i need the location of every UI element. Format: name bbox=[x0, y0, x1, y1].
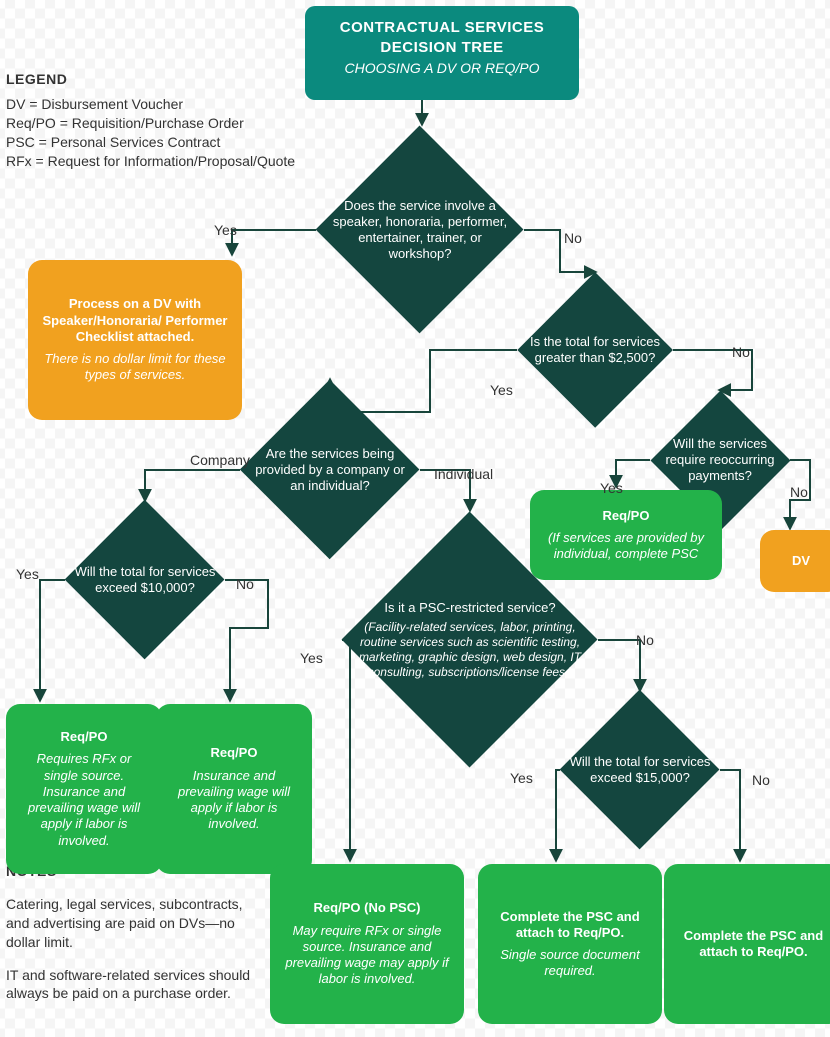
outcome-o4: Req/PO Requires RFx or single source. Ins… bbox=[6, 704, 162, 874]
edge-label-q6_no: No bbox=[636, 632, 654, 648]
outcome-o7: Complete the PSC and attach to Req/PO. Si… bbox=[478, 864, 662, 1024]
outcome-title: Complete the PSC and attach to Req/PO. bbox=[676, 928, 830, 961]
legend-line: Req/PO = Requisition/Purchase Order bbox=[6, 114, 295, 133]
decision-sub: (Facility-related services, labor, print… bbox=[355, 620, 585, 680]
legend-line: RFx = Request for Information/Proposal/Q… bbox=[6, 152, 295, 171]
notes-p2: IT and software-related services should … bbox=[6, 966, 256, 1004]
legend-panel: LEGEND DV = Disbursement VoucherReq/PO = … bbox=[6, 70, 295, 170]
edge-label-q4_no: No bbox=[790, 484, 808, 500]
outcome-title: Req/PO bbox=[211, 745, 258, 761]
outcome-title: DV bbox=[792, 553, 810, 569]
outcome-sub: May require RFx or single source. Insura… bbox=[282, 923, 452, 988]
edge-label-q2_no: No bbox=[732, 344, 750, 360]
outcome-sub: Single source document required. bbox=[490, 947, 650, 980]
outcome-o8: Complete the PSC and attach to Req/PO. bbox=[664, 864, 830, 1024]
edge bbox=[225, 580, 268, 700]
outcome-sub: Insurance and prevailing wage will apply… bbox=[168, 768, 300, 833]
edge-label-q5_no: No bbox=[236, 576, 254, 592]
outcome-o5: Req/PO Insurance and prevailing wage will… bbox=[156, 704, 312, 874]
decision-text: Will the services require reoccurring pa… bbox=[650, 430, 790, 491]
legend-heading: LEGEND bbox=[6, 70, 295, 89]
outcome-sub: Requires RFx or single source. Insurance… bbox=[18, 751, 150, 849]
outcome-o1: Process on a DV with Speaker/Honoraria/ … bbox=[28, 260, 242, 420]
header-subtitle: CHOOSING A DV OR REQ/PO bbox=[323, 59, 561, 77]
outcome-o6: Req/PO (No PSC) May require RFx or single… bbox=[270, 864, 464, 1024]
edge-label-q1_no: No bbox=[564, 230, 582, 246]
notes-panel: NOTESCatering, legal services, subcontra… bbox=[6, 862, 256, 1017]
decision-text: Is it a PSC-restricted service? (Facility… bbox=[349, 594, 591, 686]
edge bbox=[720, 770, 740, 860]
outcome-title: Process on a DV with Speaker/Honoraria/ … bbox=[40, 296, 230, 345]
decision-text: Are the services being provided by a com… bbox=[244, 440, 416, 501]
edge-label-q4_yes: Yes bbox=[600, 480, 623, 496]
outcome-title: Req/PO bbox=[61, 729, 108, 745]
decision-main: Is it a PSC-restricted service? bbox=[384, 600, 555, 615]
edge-label-q6_yes: Yes bbox=[300, 650, 323, 666]
decision-text: Will the total for services exceed $15,0… bbox=[560, 748, 720, 793]
header-title: CONTRACTUAL SERVICES DECISION TREE bbox=[323, 18, 561, 57]
edge-label-q1_yes: Yes bbox=[214, 222, 237, 238]
decision-q1: Does the service involve a speaker, hono… bbox=[316, 126, 524, 334]
outcome-title: Req/PO (No PSC) bbox=[314, 900, 421, 916]
decision-text: Does the service involve a speaker, hono… bbox=[322, 192, 519, 269]
notes-p1: Catering, legal services, subcontracts, … bbox=[6, 895, 256, 952]
legend-line: DV = Disbursement Voucher bbox=[6, 95, 295, 114]
decision-q5: Will the total for services exceed $10,0… bbox=[65, 500, 225, 660]
edge bbox=[598, 640, 640, 690]
decision-text: Will the total for services exceed $10,0… bbox=[65, 558, 225, 603]
edge bbox=[145, 470, 240, 500]
header-panel: CONTRACTUAL SERVICES DECISION TREE CHOOSI… bbox=[305, 6, 579, 100]
edge-label-q2_yes: Yes bbox=[490, 382, 513, 398]
edge-label-q5_yes: Yes bbox=[16, 566, 39, 582]
edge-label-q3_ind: Individual bbox=[434, 466, 493, 482]
legend-line: PSC = Personal Services Contract bbox=[6, 133, 295, 152]
edge-label-q7_no: No bbox=[752, 772, 770, 788]
edge-label-q7_yes: Yes bbox=[510, 770, 533, 786]
edge bbox=[524, 230, 595, 272]
outcome-title: Complete the PSC and attach to Req/PO. bbox=[490, 909, 650, 942]
edge bbox=[232, 230, 316, 254]
edge-label-q3_comp: Company bbox=[190, 452, 250, 468]
outcome-title: Req/PO bbox=[603, 508, 650, 524]
decision-text: Is the total for services greater than $… bbox=[519, 328, 671, 373]
decision-q7: Will the total for services exceed $15,0… bbox=[560, 690, 720, 850]
edge bbox=[40, 580, 65, 700]
outcome-o3: DV bbox=[760, 530, 830, 592]
outcome-sub: There is no dollar limit for these types… bbox=[40, 351, 230, 384]
flowchart-stage: CONTRACTUAL SERVICES DECISION TREE CHOOSI… bbox=[0, 0, 830, 1037]
